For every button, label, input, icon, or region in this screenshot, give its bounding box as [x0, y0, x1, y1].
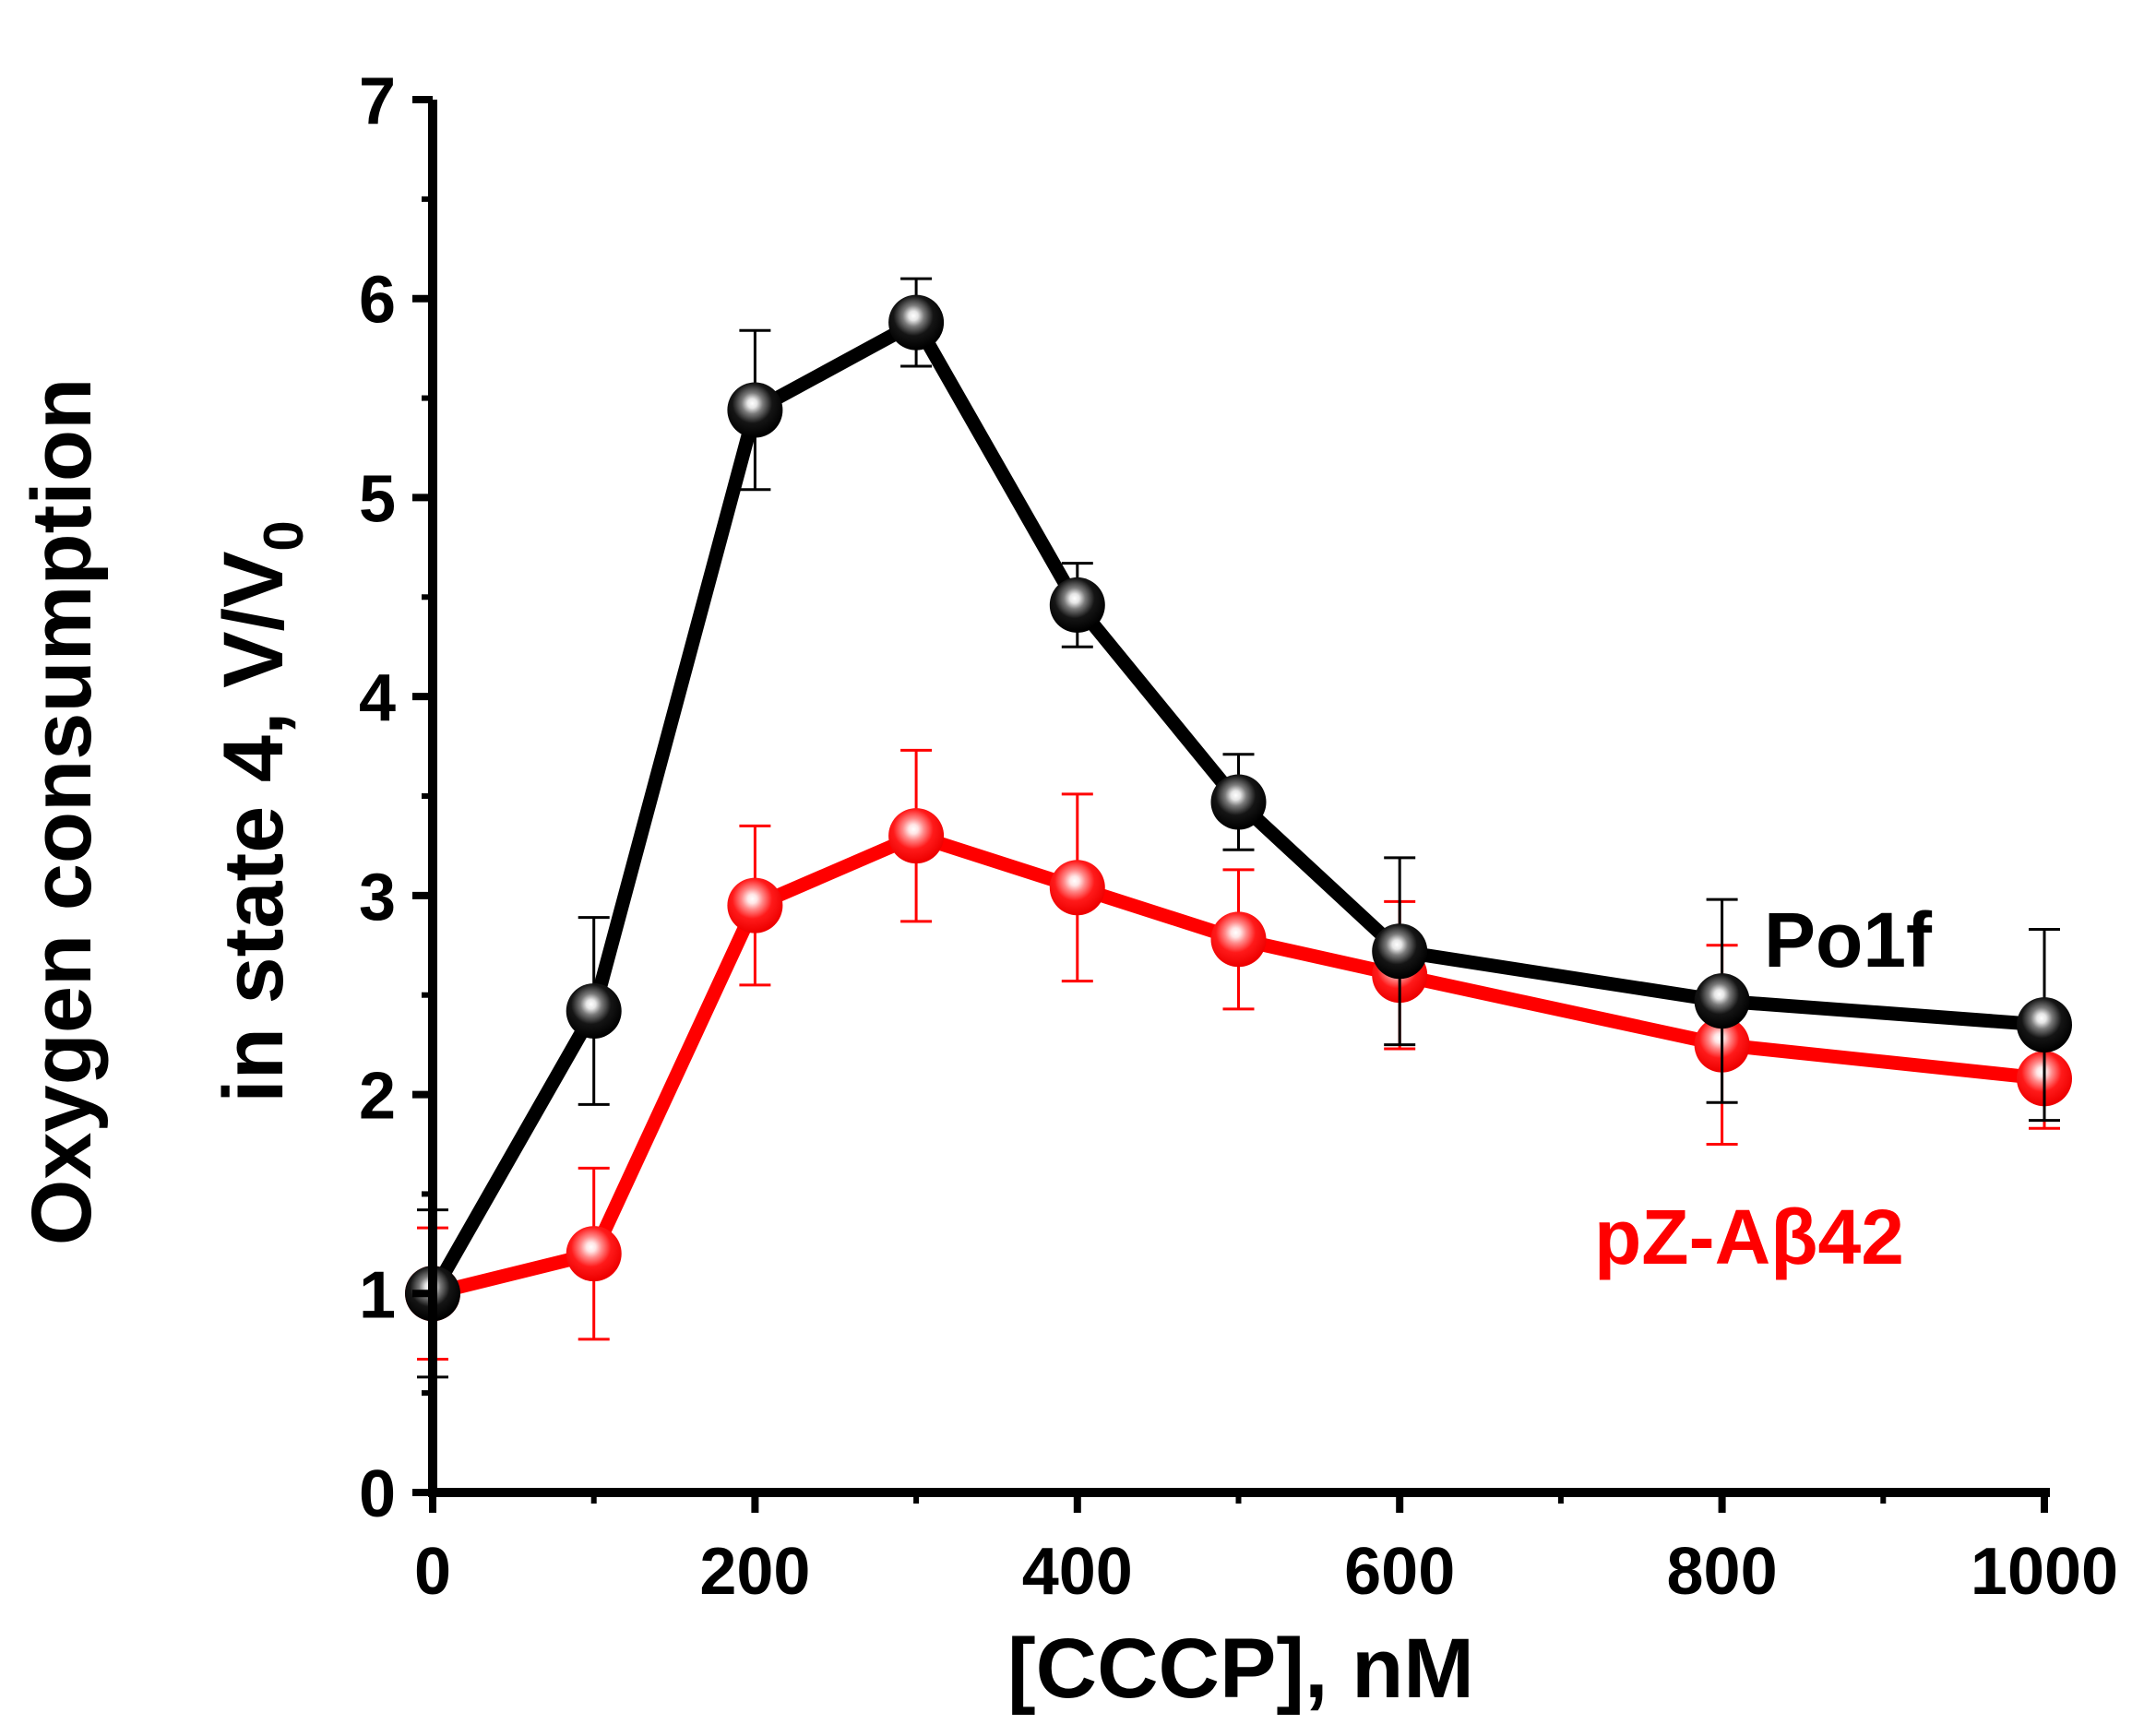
- data-point: [1372, 923, 1428, 980]
- data-point: [727, 877, 783, 933]
- data-point: [1049, 860, 1105, 916]
- data-point: [888, 808, 945, 864]
- data-point: [727, 382, 783, 438]
- x-tick-label: 0: [414, 1535, 451, 1609]
- data-point: [1210, 774, 1267, 830]
- x-tick-label: 600: [1344, 1535, 1455, 1609]
- data-point: [566, 1226, 622, 1282]
- x-tick-label: 200: [699, 1535, 810, 1609]
- x-tick-label: 1000: [1971, 1535, 2118, 1609]
- y-tick-label: 2: [359, 1060, 396, 1134]
- y-tick-label: 6: [359, 264, 396, 338]
- x-tick-label: 800: [1667, 1535, 1778, 1609]
- legend-label-po1f: Po1f: [1764, 897, 1933, 983]
- y-axis-title-line-1: Oxygen consumption: [15, 378, 109, 1246]
- x-axis-title: [CCCP], nM: [1007, 1622, 1474, 1716]
- y-tick-label: 5: [359, 462, 396, 536]
- y-tick-label: 4: [359, 661, 396, 735]
- data-point: [1694, 973, 1750, 1029]
- y-axis-title-line-2: in state 4, V/V0: [207, 520, 315, 1103]
- y-tick-label: 3: [359, 861, 396, 934]
- data-point: [566, 982, 622, 1039]
- data-point: [1210, 911, 1267, 968]
- data-point: [2017, 997, 2072, 1053]
- x-tick-label: 400: [1022, 1535, 1133, 1609]
- data-point: [888, 294, 945, 351]
- y-tick-label: 0: [359, 1457, 396, 1531]
- y-tick-label: 7: [359, 65, 396, 138]
- y-axis-title-subscript: 0: [253, 520, 315, 551]
- series-po1f: [405, 277, 2072, 1379]
- data-point: [1049, 577, 1105, 633]
- legend-label-pz-abeta42: pZ-Aβ42: [1594, 1194, 1904, 1280]
- y-axis-title-main: in state 4, V/V: [207, 552, 301, 1103]
- y-tick-label: 1: [359, 1258, 396, 1332]
